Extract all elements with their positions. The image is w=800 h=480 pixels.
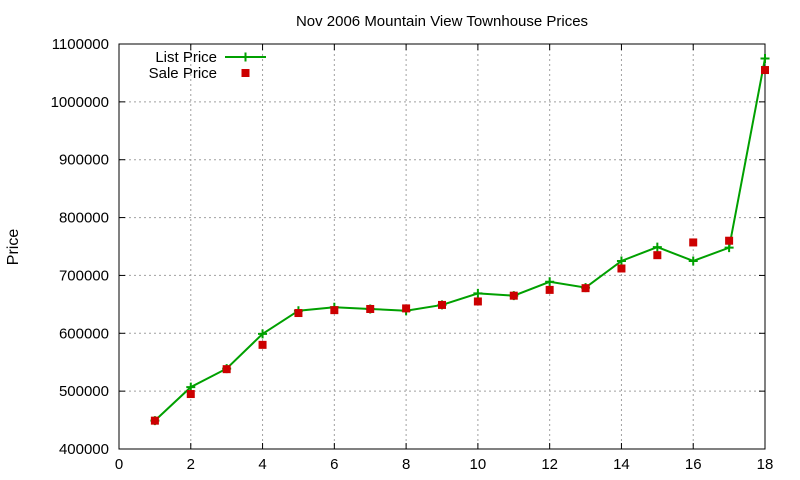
sale-price-point xyxy=(150,416,159,425)
sale-price-point xyxy=(473,297,482,306)
list-price-point xyxy=(760,53,770,63)
sale-price-point xyxy=(330,306,339,315)
sale-price-point xyxy=(689,238,698,247)
x-tick-label: 14 xyxy=(613,456,630,473)
x-tick-label: 18 xyxy=(757,456,774,473)
legend-marker-plus xyxy=(241,52,250,62)
sale-price-point xyxy=(581,284,590,293)
list-price-line xyxy=(154,58,766,422)
sale-price-point xyxy=(402,304,411,313)
y-tick-label: 400000 xyxy=(59,441,109,458)
sale-price-point xyxy=(366,304,375,313)
x-tick-label: 4 xyxy=(258,456,266,473)
sale-price-point xyxy=(258,340,267,349)
chart-title: Nov 2006 Mountain View Townhouse Prices xyxy=(296,13,588,30)
x-tick-label: 12 xyxy=(541,456,558,473)
x-tick-label: 10 xyxy=(470,456,487,473)
list-price-point xyxy=(473,288,483,298)
y-tick-label: 800000 xyxy=(59,210,109,227)
sale-price-point xyxy=(222,365,231,374)
series-list-price xyxy=(150,53,770,426)
y-tick-label: 900000 xyxy=(59,152,109,169)
y-tick-label: 600000 xyxy=(59,325,109,342)
sale-price-point xyxy=(653,251,662,260)
sale-price-point xyxy=(617,264,626,273)
series-sale-price xyxy=(150,66,769,425)
legend-label: Sale Price xyxy=(149,65,217,82)
list-price-point xyxy=(652,242,662,252)
list-price-point xyxy=(545,277,555,287)
legend-label: List Price xyxy=(155,49,217,66)
x-tick-label: 0 xyxy=(115,456,123,473)
list-price-point xyxy=(258,329,268,339)
y-tick-label: 700000 xyxy=(59,267,109,284)
y-axis-label: Price xyxy=(5,229,22,266)
grid xyxy=(119,44,765,449)
legend-marker-square xyxy=(241,69,250,77)
x-tick-label: 8 xyxy=(402,456,410,473)
list-price-point xyxy=(688,256,698,266)
sale-price-point xyxy=(545,285,554,294)
y-tick-label: 1100000 xyxy=(52,36,109,53)
x-tick-label: 6 xyxy=(330,456,338,473)
y-tick-label: 500000 xyxy=(59,383,109,400)
sale-price-point xyxy=(294,309,303,318)
plot-frame xyxy=(118,43,766,450)
x-tick-label: 16 xyxy=(685,456,702,473)
axis-ticks: 0 2 4 6 8 10 12 14 16 18 400000 500000 600000 700000 8… xyxy=(51,36,774,473)
list-price-point xyxy=(616,256,626,266)
sale-price-point xyxy=(186,390,195,399)
sale-price-point xyxy=(761,66,769,75)
sale-price-point xyxy=(509,291,518,300)
sale-price-point xyxy=(725,236,734,245)
series-layer xyxy=(150,53,770,426)
x-tick-label: 2 xyxy=(187,456,195,473)
y-tick-label: 1000000 xyxy=(51,94,109,111)
sale-price-point xyxy=(438,300,446,309)
